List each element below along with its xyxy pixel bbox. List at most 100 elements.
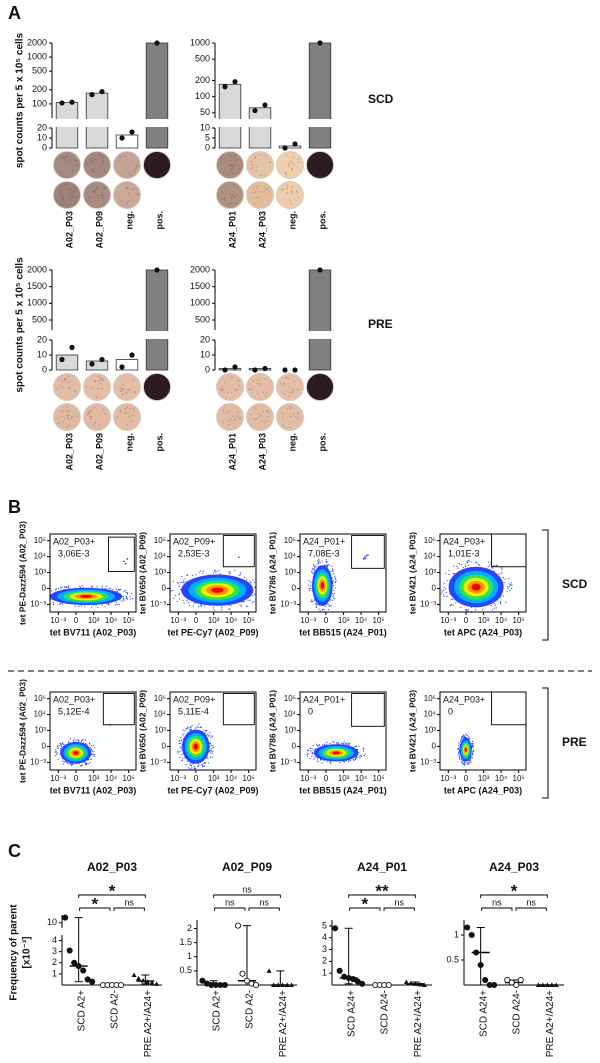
event [315, 603, 317, 605]
x-tick-label: A24_P03 [257, 211, 267, 249]
event [326, 741, 328, 744]
event [104, 606, 106, 608]
x-tick-label: SCD A2+ [211, 990, 222, 1032]
well-speckle [233, 184, 235, 186]
event [243, 601, 245, 603]
well-speckle [68, 418, 70, 420]
event [466, 734, 468, 736]
x-tick-label: 10⁴ [105, 774, 118, 783]
well-speckle [290, 406, 292, 409]
well-speckle [237, 411, 239, 413]
event [88, 759, 90, 761]
event [498, 573, 500, 575]
y-tick-label: 0 [42, 584, 47, 593]
significance-bracket [78, 894, 146, 898]
y-tick-label: 2 [187, 923, 192, 933]
x-tick-label: 0 [464, 616, 469, 625]
event [448, 569, 450, 571]
data-point [75, 963, 82, 970]
well-speckle [121, 393, 124, 396]
y-tick-label: 10³ [424, 726, 436, 735]
well-speckle [157, 153, 160, 156]
well-speckle [127, 192, 130, 195]
well-speckle [260, 190, 262, 193]
well-speckle [62, 199, 64, 201]
event [326, 561, 328, 563]
well-speckle [63, 157, 65, 159]
well-speckle [290, 415, 292, 418]
event [336, 742, 338, 744]
event [87, 763, 89, 765]
event [54, 755, 56, 757]
event [179, 742, 182, 744]
event [499, 602, 502, 604]
well-speckle [62, 156, 65, 158]
event [511, 587, 513, 590]
well-speckle [61, 380, 64, 382]
event [206, 757, 208, 759]
well-speckle [68, 159, 70, 161]
well-speckle [260, 174, 262, 177]
y-tick-label: 2000 [190, 264, 210, 274]
well-speckle [230, 163, 233, 166]
event [59, 604, 61, 606]
x-tick-label: A24_P03 [257, 433, 267, 471]
well-speckle [94, 421, 97, 424]
well-speckle [222, 421, 224, 423]
event [89, 747, 91, 749]
event [321, 560, 323, 562]
significance-bracket [349, 907, 381, 911]
event [458, 756, 461, 758]
well-speckle [67, 414, 70, 417]
significance-label: ns [394, 897, 404, 907]
event [309, 587, 311, 590]
x-tick-label: 10⁵ [243, 774, 255, 783]
event [331, 593, 333, 595]
y-tick-label: 10³ [34, 568, 46, 577]
event [313, 569, 315, 571]
event [182, 734, 184, 736]
well-speckle [229, 155, 232, 158]
data-point [282, 367, 288, 373]
well-speckle [229, 171, 232, 174]
event [313, 758, 315, 760]
event [238, 574, 240, 576]
event [60, 745, 62, 747]
y-tick-label: 2000 [27, 264, 47, 274]
event [80, 741, 82, 743]
event [178, 742, 181, 745]
well-speckle [286, 185, 288, 187]
well-speckle [94, 380, 96, 383]
event [443, 582, 445, 585]
y-tick-label: 200 [32, 84, 47, 94]
data-point [359, 980, 366, 987]
well-speckle [102, 157, 104, 160]
well-speckle [119, 409, 121, 412]
event [115, 588, 117, 590]
y-tick-label: 0 [162, 584, 167, 593]
well-speckle [290, 427, 292, 429]
data-point [535, 982, 541, 987]
event [93, 756, 95, 758]
well-speckle [254, 191, 257, 193]
well-speckle [260, 199, 263, 201]
well-speckle [124, 164, 126, 166]
well-speckle [256, 379, 259, 381]
event [124, 590, 126, 592]
event [68, 741, 70, 743]
well-speckle [119, 156, 121, 158]
well-speckle [75, 188, 77, 191]
y-axis-label: [x10⁻³] [22, 937, 33, 969]
well-speckle [222, 388, 224, 391]
well-speckle [92, 160, 94, 163]
event [476, 562, 478, 564]
event [328, 605, 331, 607]
well-speckle [102, 160, 104, 162]
event [462, 759, 464, 762]
event [318, 608, 320, 610]
event [119, 589, 121, 591]
gate-label: A24_P01+ [303, 694, 345, 704]
event [327, 609, 330, 611]
well-speckle [254, 157, 257, 159]
